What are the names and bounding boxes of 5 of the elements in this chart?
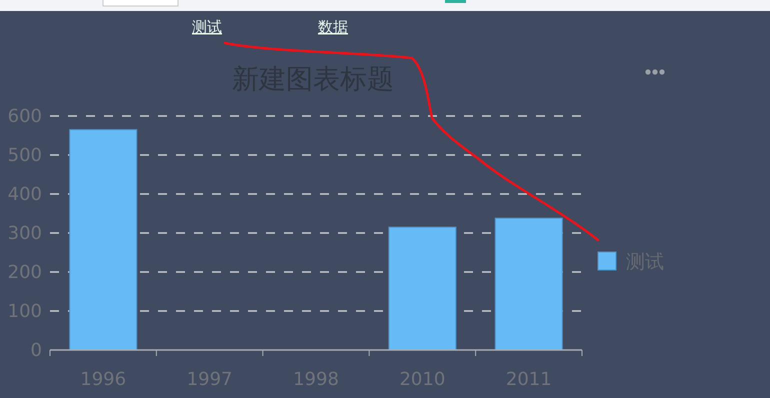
bar xyxy=(388,226,456,350)
text: 测试 xyxy=(192,18,222,36)
bar xyxy=(494,218,563,350)
bar xyxy=(69,129,138,350)
text: 数据 xyxy=(318,18,348,36)
